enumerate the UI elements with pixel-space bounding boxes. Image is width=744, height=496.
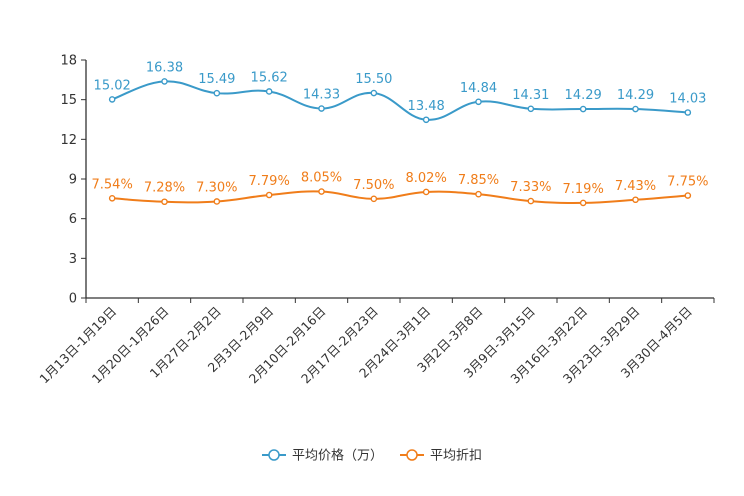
legend-item-price: 平均价格（万） (262, 448, 383, 464)
discount-data-point (318, 188, 325, 195)
price-data-point (684, 109, 692, 116)
series-container: 15.02 16.38 15.49 15.62 14.33 15.50 13.48 14.84… (92, 60, 708, 207)
price-data-label: 14.03 (669, 91, 706, 106)
legend-label: 平均价格（万） (292, 448, 383, 464)
price-data-label: 14.31 (512, 88, 549, 103)
legend-item-discount: 平均折扣 (400, 449, 482, 464)
price-data-label: 15.62 (251, 70, 288, 85)
discount-data-label: 7.54% (92, 177, 133, 192)
y-tick-label: 6 (69, 212, 77, 227)
price-data-point (318, 105, 325, 112)
discount-data-point (265, 191, 273, 199)
price-data-label: 15.02 (94, 78, 131, 93)
y-tick-label: 15 (60, 93, 77, 108)
discount-data-label: 7.19% (563, 182, 604, 197)
price-data-label: 13.48 (408, 99, 445, 114)
legend: 平均价格（万） 平均折扣 (262, 448, 482, 464)
x-axis: 1月13日-1月19日1月20日-1月26日1月27日-2月2日2月3日-2月9… (36, 297, 715, 386)
y-tick-label: 9 (69, 173, 77, 188)
discount-data-point (527, 197, 535, 205)
discount-data-point (684, 192, 692, 199)
discount-data-point (632, 196, 639, 204)
price-data-point (370, 89, 378, 97)
price-data-point (161, 78, 168, 85)
price-data-point (632, 105, 639, 113)
price-data-label: 14.29 (565, 88, 602, 103)
legend-swatch-marker (268, 449, 280, 461)
price-data-label: 16.38 (146, 60, 183, 75)
price-data-point (579, 105, 587, 113)
discount-data-label: 7.28% (144, 181, 185, 196)
price-data-label: 14.84 (460, 81, 497, 96)
discount-data-label: 8.02% (406, 171, 447, 186)
price-data-label: 15.49 (198, 72, 235, 87)
discount-series-line (112, 190, 688, 205)
price-data-label: 15.50 (355, 72, 392, 87)
discount-data-point (108, 195, 116, 202)
price-data-point (108, 96, 116, 103)
discount-data-label: 8.05% (301, 171, 342, 186)
legend-label: 平均折扣 (430, 449, 482, 464)
price-data-label: 14.29 (617, 88, 654, 103)
discount-data-point (213, 198, 221, 205)
price-series-line (111, 80, 688, 121)
legend-swatch-marker (406, 449, 418, 461)
price-data-point (527, 105, 535, 113)
discount-data-point (422, 188, 430, 196)
y-axis: 0 3 6 9 12 15 18 (60, 54, 87, 307)
series-price: 15.02 16.38 15.49 15.62 14.33 15.50 13.48 14.84… (94, 60, 706, 124)
discount-data-point (579, 199, 587, 207)
discount-data-point (161, 198, 168, 206)
y-tick-label: 3 (69, 252, 77, 267)
price-data-point (475, 98, 482, 106)
price-data-point (213, 89, 221, 97)
y-tick-label: 12 (60, 133, 77, 148)
discount-data-label: 7.79% (249, 174, 290, 189)
price-data-label: 14.33 (303, 88, 340, 103)
discount-data-label: 7.85% (458, 173, 499, 188)
discount-data-label: 7.43% (615, 179, 656, 194)
discount-data-label: 7.30% (196, 180, 237, 195)
discount-data-point (475, 190, 482, 198)
discount-data-point (370, 195, 378, 203)
series-discount: 7.54% 7.28% 7.30% 7.79% 8.05% 7.50% 8.02% 7.85%… (92, 171, 708, 207)
y-tick-label: 0 (69, 292, 77, 307)
price-data-point (265, 88, 273, 95)
price-data-point (422, 116, 430, 124)
y-tick-label: 18 (60, 54, 77, 69)
discount-data-label: 7.75% (667, 175, 708, 190)
discount-data-label: 7.50% (353, 178, 394, 193)
discount-data-label: 7.33% (510, 180, 551, 195)
